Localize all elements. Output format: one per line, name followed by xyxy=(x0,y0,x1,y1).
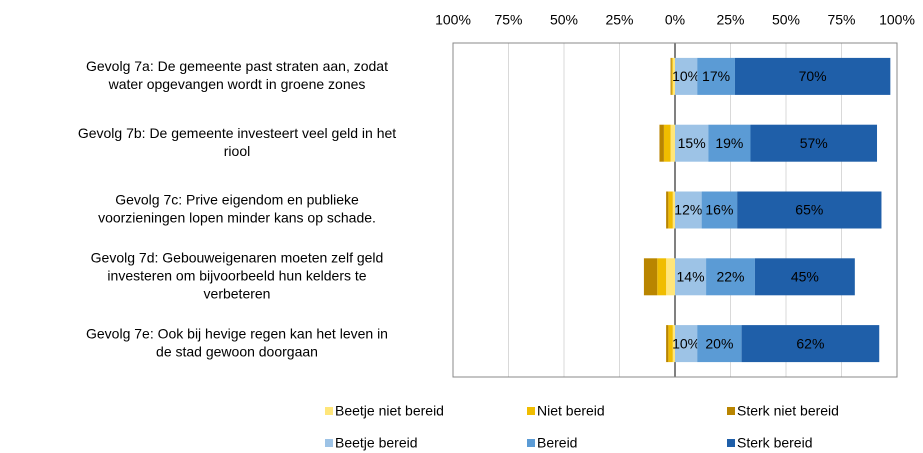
legend-swatch xyxy=(527,407,535,415)
plot-border xyxy=(452,42,898,378)
x-tick-label: 100% xyxy=(435,12,471,28)
data-label: 22% xyxy=(716,269,744,285)
bar-segment xyxy=(672,325,675,363)
bar-segment xyxy=(657,258,667,296)
bar-segment xyxy=(675,57,698,95)
data-label: 17% xyxy=(702,68,730,84)
bar-segment xyxy=(643,258,658,296)
bar-segment xyxy=(671,57,673,95)
bar-segment xyxy=(668,191,673,229)
bar-segment xyxy=(706,258,755,296)
bar-segment xyxy=(670,124,675,162)
bar-segment xyxy=(701,191,738,229)
x-tick-label: 50% xyxy=(772,12,800,28)
data-label: 16% xyxy=(705,202,733,218)
bar-segment xyxy=(675,124,709,162)
data-label: 10% xyxy=(672,335,700,351)
data-label: 65% xyxy=(795,202,823,218)
legend-label: Beetje bereid xyxy=(335,435,418,451)
legend-swatch xyxy=(527,439,535,447)
category-label: Gevolg 7c: Prive eigendom en publieke xyxy=(115,192,359,208)
bar-segment xyxy=(675,258,707,296)
x-tick-label: 25% xyxy=(605,12,633,28)
bar-segment xyxy=(672,57,675,95)
data-label: 12% xyxy=(674,202,702,218)
bar-segment xyxy=(675,191,702,229)
legend-swatch xyxy=(325,407,333,415)
bar-segment xyxy=(697,57,735,95)
x-tick-label: 25% xyxy=(716,12,744,28)
x-tick-label: 100% xyxy=(879,12,915,28)
data-label: 57% xyxy=(800,135,828,151)
bar-segment xyxy=(754,258,855,296)
bar-segment xyxy=(668,325,673,363)
category-label: Gevolg 7e: Ook bij hevige regen kan het … xyxy=(86,325,388,341)
category-label: investeren om bijvoorbeeld hun kelders t… xyxy=(107,268,366,284)
legend-label: Bereid xyxy=(537,435,577,451)
data-label: 19% xyxy=(715,135,743,151)
category-label: water opgevangen wordt in groene zones xyxy=(108,76,366,92)
x-tick-label: 0% xyxy=(665,12,685,28)
category-label: verbeteren xyxy=(204,286,271,302)
data-label: 62% xyxy=(796,335,824,351)
bar-segment xyxy=(666,325,669,363)
bar-segment xyxy=(659,124,664,162)
x-tick-label: 75% xyxy=(827,12,855,28)
category-label: Gevolg 7b: De gemeente investeert veel g… xyxy=(78,125,396,141)
category-label: riool xyxy=(224,143,250,159)
data-label: 20% xyxy=(705,335,733,351)
data-label: 70% xyxy=(799,68,827,84)
legend-swatch xyxy=(727,439,735,447)
bar-segment xyxy=(666,191,669,229)
legend-label: Sterk bereid xyxy=(737,435,812,451)
legend-label: Beetje niet bereid xyxy=(335,403,444,419)
bar-segment xyxy=(670,57,672,95)
legend-swatch xyxy=(325,439,333,447)
category-label: Gevolg 7d: Gebouweigenaren moeten zelf g… xyxy=(91,250,384,266)
bar-segment xyxy=(675,325,698,363)
x-tick-label: 50% xyxy=(550,12,578,28)
category-label: Gevolg 7a: De gemeente past straten aan,… xyxy=(86,58,388,74)
legend-label: Niet bereid xyxy=(537,403,605,419)
x-tick-label: 75% xyxy=(494,12,522,28)
bar-segment xyxy=(672,191,675,229)
bar-segment xyxy=(666,258,675,296)
category-label: de stad gewoon doorgaan xyxy=(156,343,318,359)
data-label: 15% xyxy=(678,135,706,151)
bar-segment xyxy=(737,191,882,229)
bar-segment xyxy=(741,325,880,363)
bar-segment xyxy=(663,124,671,162)
data-label: 10% xyxy=(672,68,700,84)
category-label: voorzieningen lopen minder kans op schad… xyxy=(98,210,376,226)
data-label: 14% xyxy=(677,269,705,285)
bar-segment xyxy=(734,57,891,95)
legend-label: Sterk niet bereid xyxy=(737,403,839,419)
legend-swatch xyxy=(727,407,735,415)
bar-segment xyxy=(708,124,751,162)
bar-segment xyxy=(750,124,878,162)
data-label: 45% xyxy=(791,269,819,285)
bar-segment xyxy=(697,325,742,363)
